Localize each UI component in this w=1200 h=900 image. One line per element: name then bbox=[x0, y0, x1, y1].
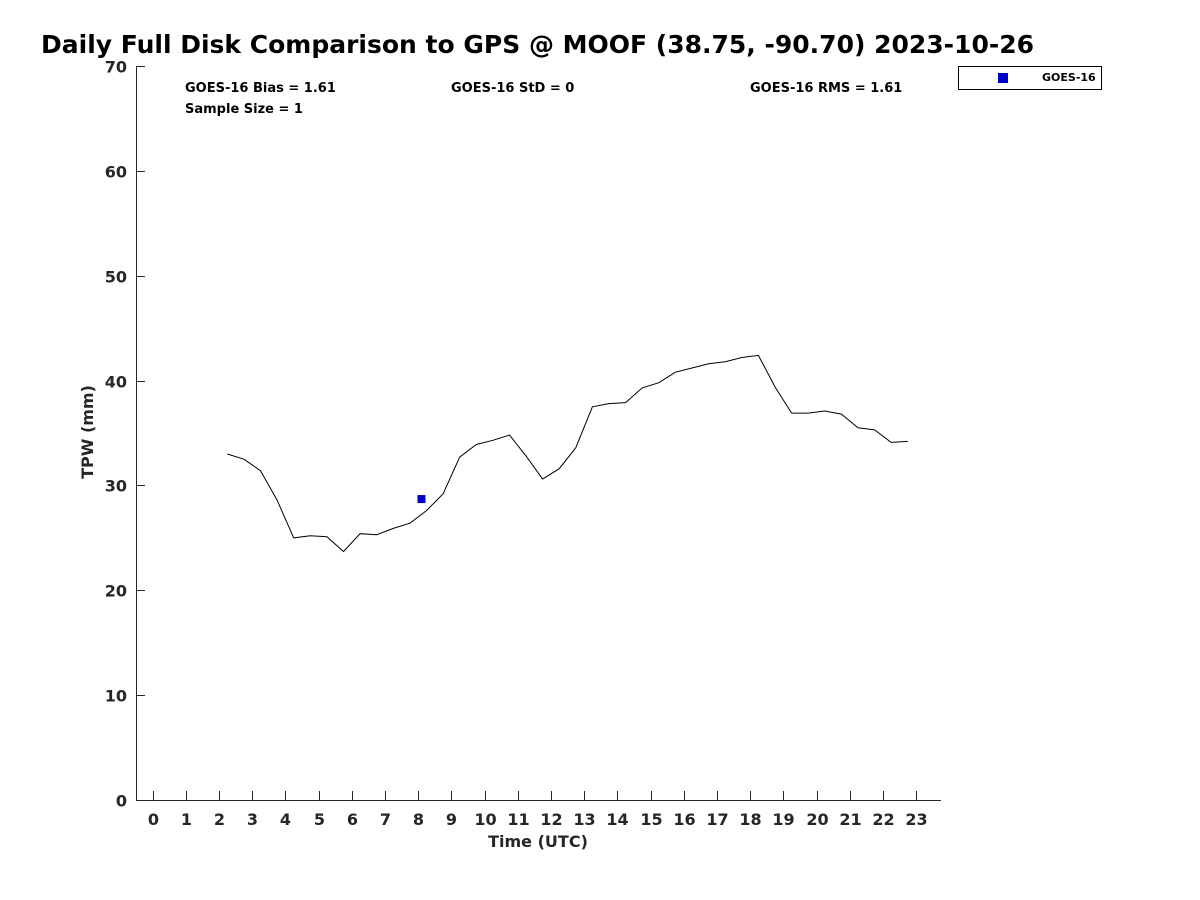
legend: GOES-16 bbox=[958, 66, 1102, 90]
legend-marker-goes16 bbox=[998, 73, 1008, 83]
legend-box bbox=[958, 66, 1102, 90]
x-ticks: 0 1 2 3 4 5 6 7 8 9 10 11 12 13 14 15 16 17 18 19 20 21 22 23 bbox=[148, 791, 928, 829]
x-tick-label: 21 bbox=[839, 810, 861, 829]
x-tick-label: 10 bbox=[474, 810, 496, 829]
x-tick-label: 18 bbox=[739, 810, 761, 829]
x-tick-label: 1 bbox=[181, 810, 192, 829]
x-tick-label: 19 bbox=[772, 810, 794, 829]
x-tick-label: 5 bbox=[314, 810, 325, 829]
x-tick-label: 16 bbox=[673, 810, 695, 829]
chart-title: Daily Full Disk Comparison to GPS @ MOOF… bbox=[41, 30, 1035, 59]
y-tick-label: 50 bbox=[105, 268, 127, 287]
x-tick-label: 12 bbox=[540, 810, 562, 829]
goes16-point bbox=[417, 495, 426, 504]
x-tick-label: 8 bbox=[413, 810, 424, 829]
stat-rms: GOES-16 RMS = 1.61 bbox=[750, 81, 902, 96]
legend-label-goes16: GOES-16 bbox=[1042, 71, 1096, 84]
stat-bias: GOES-16 Bias = 1.61 bbox=[185, 81, 336, 96]
y-tick-label: 30 bbox=[105, 477, 127, 496]
x-tick-label: 6 bbox=[347, 810, 358, 829]
x-tick-label: 3 bbox=[247, 810, 258, 829]
x-axis-label: Time (UTC) bbox=[488, 832, 588, 851]
x-tick-label: 7 bbox=[380, 810, 391, 829]
y-tick-label: 20 bbox=[105, 582, 127, 601]
stat-std: GOES-16 StD = 0 bbox=[451, 81, 574, 96]
stat-sample-size: Sample Size = 1 bbox=[185, 102, 303, 117]
x-tick-label: 15 bbox=[640, 810, 662, 829]
x-tick-label: 4 bbox=[280, 810, 291, 829]
y-tick-label: 0 bbox=[116, 792, 127, 811]
x-tick-label: 17 bbox=[706, 810, 728, 829]
y-tick-label: 70 bbox=[105, 58, 127, 77]
y-tick-label: 60 bbox=[105, 163, 127, 182]
x-tick-label: 23 bbox=[905, 810, 927, 829]
x-tick-label: 13 bbox=[573, 810, 595, 829]
y-tick-label: 10 bbox=[105, 687, 127, 706]
gps-tpw-line bbox=[227, 354, 908, 553]
y-tick-label: 40 bbox=[105, 373, 127, 392]
x-tick-label: 14 bbox=[606, 810, 628, 829]
axes bbox=[136, 66, 941, 801]
y-axis-label: TPW (mm) bbox=[78, 385, 97, 479]
x-tick-label: 0 bbox=[148, 810, 159, 829]
x-tick-label: 2 bbox=[214, 810, 225, 829]
x-tick-label: 20 bbox=[806, 810, 828, 829]
x-tick-label: 9 bbox=[446, 810, 457, 829]
series-layer bbox=[227, 354, 908, 553]
x-tick-label: 22 bbox=[872, 810, 894, 829]
x-tick-label: 11 bbox=[507, 810, 529, 829]
y-ticks: 0 10 20 30 40 50 60 70 bbox=[105, 58, 145, 811]
